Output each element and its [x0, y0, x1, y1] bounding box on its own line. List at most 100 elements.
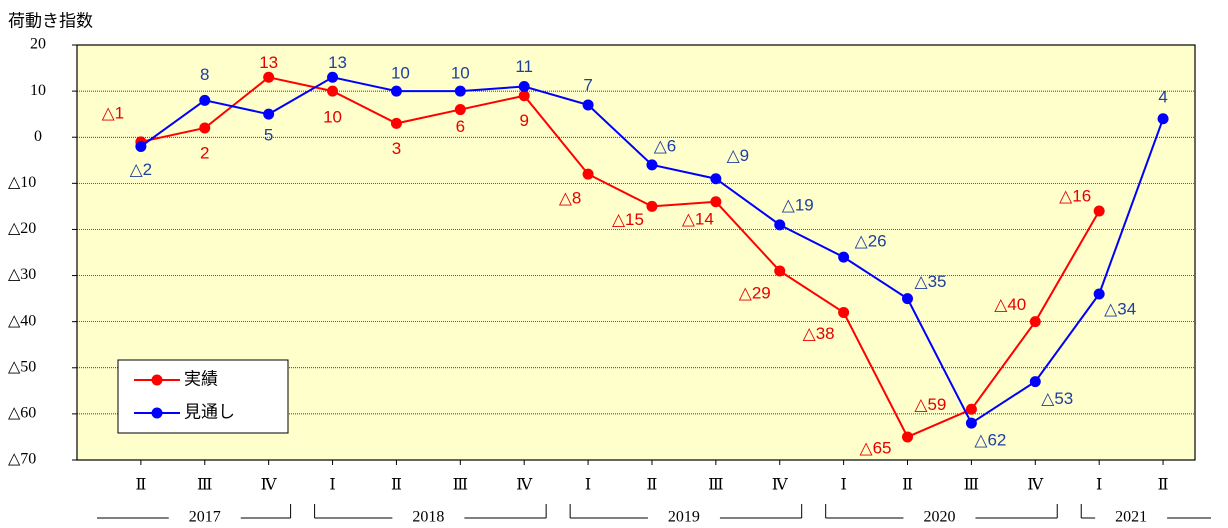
data-label: △65 — [860, 438, 892, 457]
data-label: 10 — [451, 64, 470, 83]
series-line — [140, 76, 1101, 439]
point — [1093, 288, 1105, 300]
point — [263, 71, 275, 83]
x-tick-label: Ⅱ — [902, 477, 913, 494]
data-label: △1 — [102, 103, 125, 122]
data-label: △38 — [803, 324, 835, 343]
point — [518, 81, 530, 92]
y-tick-label: △10 — [8, 174, 36, 191]
data-label: 8 — [200, 65, 209, 84]
year-label: 2017 — [189, 509, 221, 526]
data-label: 10 — [391, 64, 410, 83]
point — [135, 140, 147, 152]
point — [838, 251, 850, 263]
x-tick-label: Ⅱ — [647, 477, 658, 494]
point — [1029, 376, 1041, 388]
data-label: △29 — [739, 283, 771, 302]
point — [646, 200, 658, 212]
point — [454, 104, 466, 116]
data-label: 2 — [200, 143, 209, 162]
year-label: 2021 — [1115, 509, 1147, 526]
data-label: △19 — [782, 195, 814, 214]
data-label: △59 — [914, 395, 946, 414]
point — [902, 293, 914, 305]
data-label: 9 — [519, 111, 528, 130]
point — [582, 99, 594, 111]
y-tick-label: 20 — [30, 36, 46, 53]
data-label: △53 — [1041, 389, 1073, 408]
point — [199, 94, 211, 106]
point — [263, 108, 275, 120]
point — [199, 122, 211, 134]
data-label: △14 — [682, 209, 714, 228]
x-tick-label: Ⅳ — [772, 477, 789, 494]
data-label: △8 — [559, 189, 582, 208]
point — [902, 431, 914, 443]
data-label: 6 — [456, 117, 465, 136]
point — [454, 85, 466, 97]
point — [327, 85, 339, 97]
x-tick-label: Ⅰ — [1096, 477, 1102, 494]
data-label: 3 — [392, 139, 401, 158]
data-label: △35 — [915, 272, 947, 291]
data-label: △62 — [974, 431, 1006, 450]
legend-box — [117, 359, 289, 434]
point — [710, 173, 722, 185]
legend-label: 見通し — [184, 402, 235, 421]
point — [582, 168, 594, 180]
data-label: △9 — [727, 146, 750, 165]
plot-border — [76, 44, 1196, 461]
point — [327, 71, 339, 83]
year-label: 2018 — [412, 509, 444, 526]
point — [710, 196, 722, 208]
point — [838, 306, 850, 318]
y-tick-label: △70 — [8, 451, 36, 468]
x-tick-label: Ⅰ — [329, 477, 335, 494]
x-tick-label: Ⅲ — [453, 477, 468, 494]
x-tick-label: Ⅱ — [135, 477, 146, 494]
data-label: △15 — [612, 210, 644, 229]
data-label: 10 — [323, 108, 342, 127]
year-label: 2020 — [923, 509, 955, 526]
point — [774, 265, 786, 277]
x-tick-label: Ⅱ — [1158, 477, 1169, 494]
x-tick-label: Ⅲ — [708, 477, 723, 494]
x-tick-label: Ⅰ — [585, 477, 591, 494]
data-label: △34 — [1104, 299, 1136, 318]
x-tick-label: Ⅱ — [391, 477, 402, 494]
point — [965, 417, 977, 429]
data-label: △2 — [130, 160, 153, 179]
y-tick-label: 0 — [34, 128, 42, 145]
point — [646, 159, 658, 171]
point — [390, 117, 402, 129]
legend-marker — [151, 407, 163, 419]
data-label: 11 — [515, 57, 533, 76]
legend-marker — [151, 374, 163, 386]
y-axis-title: 荷動き指数 — [8, 11, 93, 30]
point — [1157, 113, 1169, 125]
y-tick-label: △50 — [8, 358, 36, 375]
point — [1029, 316, 1041, 328]
x-tick-label: Ⅳ — [516, 477, 533, 494]
point — [390, 85, 402, 97]
point — [774, 219, 786, 231]
data-label: 7 — [583, 75, 592, 94]
data-label: △6 — [654, 136, 677, 155]
y-tick-label: 10 — [30, 82, 46, 99]
data-label: △26 — [855, 232, 887, 251]
x-tick-label: Ⅲ — [197, 477, 212, 494]
x-tick-label: Ⅲ — [964, 477, 979, 494]
year-label: 2019 — [668, 509, 700, 526]
point — [1093, 205, 1105, 217]
y-tick-label: △30 — [8, 266, 36, 283]
x-tick-label: Ⅳ — [261, 477, 278, 494]
data-label: △40 — [994, 295, 1026, 314]
x-tick-label: Ⅳ — [1027, 477, 1044, 494]
y-tick-label: △60 — [8, 405, 36, 422]
legend-label: 実績 — [184, 369, 218, 388]
point — [518, 90, 530, 102]
data-label: 13 — [259, 53, 278, 72]
data-label: 13 — [328, 53, 347, 72]
